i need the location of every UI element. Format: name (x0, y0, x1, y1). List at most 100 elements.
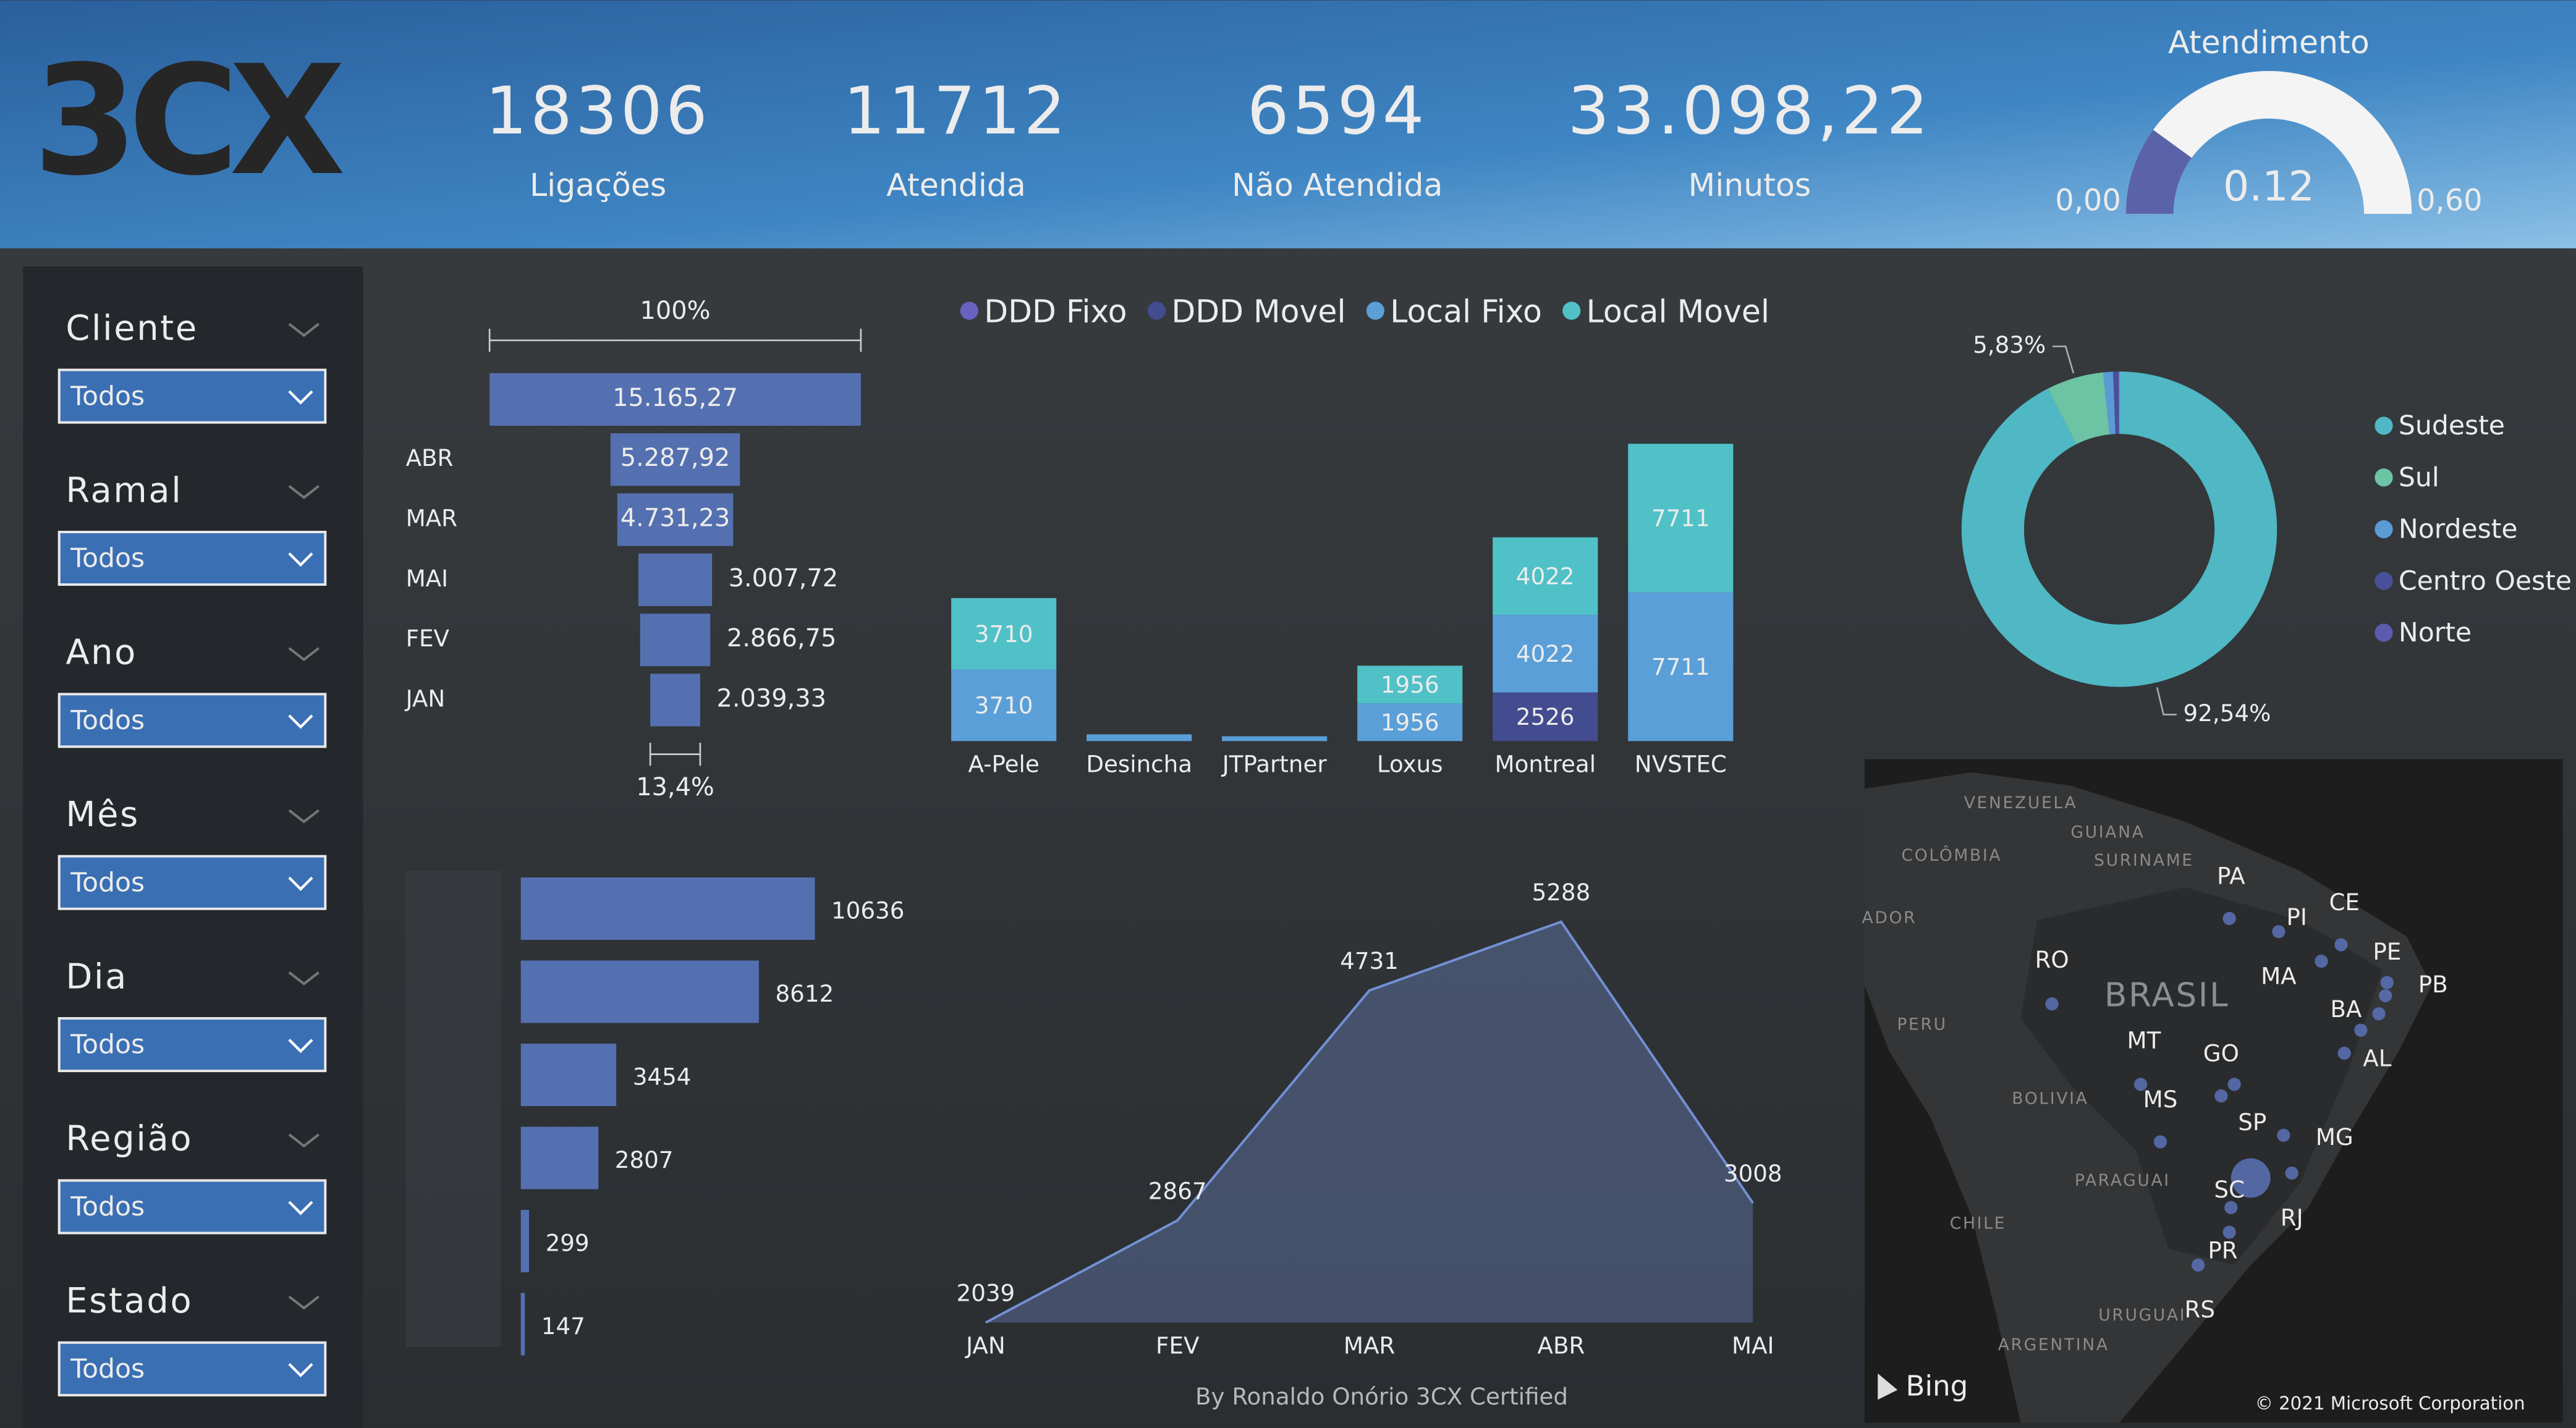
map-country-label: ARGENTINA (1998, 1335, 2109, 1354)
filter-dropdown[interactable] (57, 1179, 327, 1235)
donut-slice (2103, 371, 2116, 435)
map-state-label: SP (2238, 1109, 2266, 1136)
stacked-bar-segment (1493, 692, 1598, 741)
legend-marker (1147, 302, 1166, 320)
bar-value-label: 4022 (1516, 640, 1575, 667)
filter-dropdown[interactable] (57, 1017, 327, 1073)
bar-value-label: 3710 (975, 620, 1033, 648)
dropdown-box (57, 1341, 327, 1396)
donut-slice (1961, 371, 2277, 687)
x-tick-label: JAN (965, 1332, 1006, 1359)
map-point (2337, 1046, 2351, 1060)
dropdown-value: Todos (70, 1030, 145, 1060)
map-state-label: MG (2316, 1123, 2354, 1151)
bar-value-label: 4022 (1516, 562, 1575, 589)
filter-chevron (288, 323, 320, 337)
stacked-bar-segment (951, 669, 1057, 741)
legend-label: Centro Oeste (2399, 566, 2572, 596)
kpi-label: Ligações (530, 167, 666, 203)
bar-value-label: 2526 (1516, 703, 1575, 730)
stacked-bar-segment (1357, 665, 1463, 704)
funnel-bottom-label: 13,4% (636, 773, 714, 801)
donut-value-label: 92,54% (2184, 699, 2271, 727)
map-state-label: PR (2208, 1237, 2237, 1264)
filter-chevron (288, 1295, 320, 1310)
map-country-label: COLÔMBIA (1902, 845, 2002, 865)
map-state-label: PA (2217, 862, 2245, 889)
map-point (2227, 1078, 2241, 1091)
donut-slice (2112, 371, 2119, 434)
dropdown-chevron (288, 714, 313, 729)
filter-dropdown[interactable] (57, 530, 327, 586)
filter-label: Estado (66, 1281, 193, 1321)
map-point (2334, 938, 2348, 952)
funnel-value-label: 4.731,23 (621, 504, 730, 533)
filter-label: Dia (66, 957, 128, 997)
filter-dropdown[interactable] (57, 368, 327, 424)
funnel-category: MAI (406, 565, 449, 592)
dropdown-box (57, 1017, 327, 1073)
hbar-value-label: 2807 (615, 1146, 674, 1173)
legend-marker (2375, 520, 2393, 539)
map-point (2224, 1201, 2238, 1214)
map-point (2153, 1135, 2167, 1149)
map-provider: Bing (1905, 1370, 1968, 1403)
map-country-label: BOLIVIA (2012, 1089, 2088, 1108)
dropdown-chevron (288, 1201, 313, 1215)
dropdown-value: Todos (70, 381, 145, 412)
map-point (2045, 997, 2059, 1011)
legend-marker (960, 302, 978, 320)
funnel-value-label: 2.866,75 (727, 624, 836, 653)
funnel-bar (617, 493, 734, 546)
x-tick-label: MAR (1344, 1332, 1395, 1359)
dropdown-chevron (288, 552, 313, 567)
stacked-bar-segment (1222, 736, 1328, 741)
map-point (2222, 1225, 2236, 1239)
kpi-label: Minutos (1688, 167, 1811, 203)
map-point (2222, 911, 2236, 926)
kpi-label: Atendida (886, 167, 1026, 203)
dropdown-box (57, 368, 327, 424)
kpi-label: Não Atendida (1232, 167, 1443, 203)
kpi-value: 6594 (1247, 73, 1428, 150)
map-country-label: PERU (1897, 1015, 1947, 1034)
map-state-label: AL (2363, 1045, 2391, 1072)
kpi-value: 11712 (844, 73, 1069, 150)
funnel-bottom-bracket (649, 743, 701, 766)
map-state-label: PI (2286, 903, 2307, 931)
x-tick-label: ABR (1538, 1332, 1585, 1359)
legend-label: Nordeste (2399, 515, 2518, 545)
map-point (2133, 1078, 2148, 1091)
filter-dropdown[interactable] (57, 693, 327, 748)
legend-label: Norte (2399, 618, 2472, 648)
dropdown-value: Todos (70, 706, 145, 736)
legend-label: Sul (2399, 463, 2439, 493)
map-country-label: PARAGUAI (2075, 1171, 2171, 1190)
hbar-value-label: 147 (541, 1312, 585, 1340)
filter-dropdown[interactable] (57, 1341, 327, 1396)
stacked-bar-segment (1628, 592, 1734, 741)
x-tick-label: Desincha (1086, 751, 1192, 778)
map-country-label: URUGUAI (2098, 1306, 2186, 1325)
hbar (520, 1126, 599, 1189)
legend-label: DDD Fixo (984, 294, 1127, 330)
dropdown-value: Todos (70, 544, 145, 574)
legend-label: Sudeste (2399, 411, 2505, 441)
map-state-label: PB (2418, 971, 2448, 998)
filter-label: Região (66, 1119, 193, 1159)
x-tick-label: A-Pele (968, 751, 1039, 778)
dropdown-value: Todos (70, 1192, 145, 1222)
map-state-label: PE (2373, 938, 2401, 965)
donut-value-label: 5,83% (1973, 331, 2046, 358)
footer: By Ronaldo Onório 3CX Certified (1195, 1383, 1568, 1410)
stacked-bar-segment (1357, 703, 1463, 741)
donut-slice (2117, 371, 2120, 434)
legend-marker (2375, 416, 2393, 435)
area-value-label: 5288 (1532, 879, 1591, 906)
x-tick-label: NVSTEC (1635, 751, 1727, 778)
funnel-category: FEV (406, 625, 450, 652)
filter-dropdown[interactable] (57, 855, 327, 910)
x-tick-label: Montreal (1495, 751, 1596, 778)
filter-label: Ano (66, 633, 137, 673)
